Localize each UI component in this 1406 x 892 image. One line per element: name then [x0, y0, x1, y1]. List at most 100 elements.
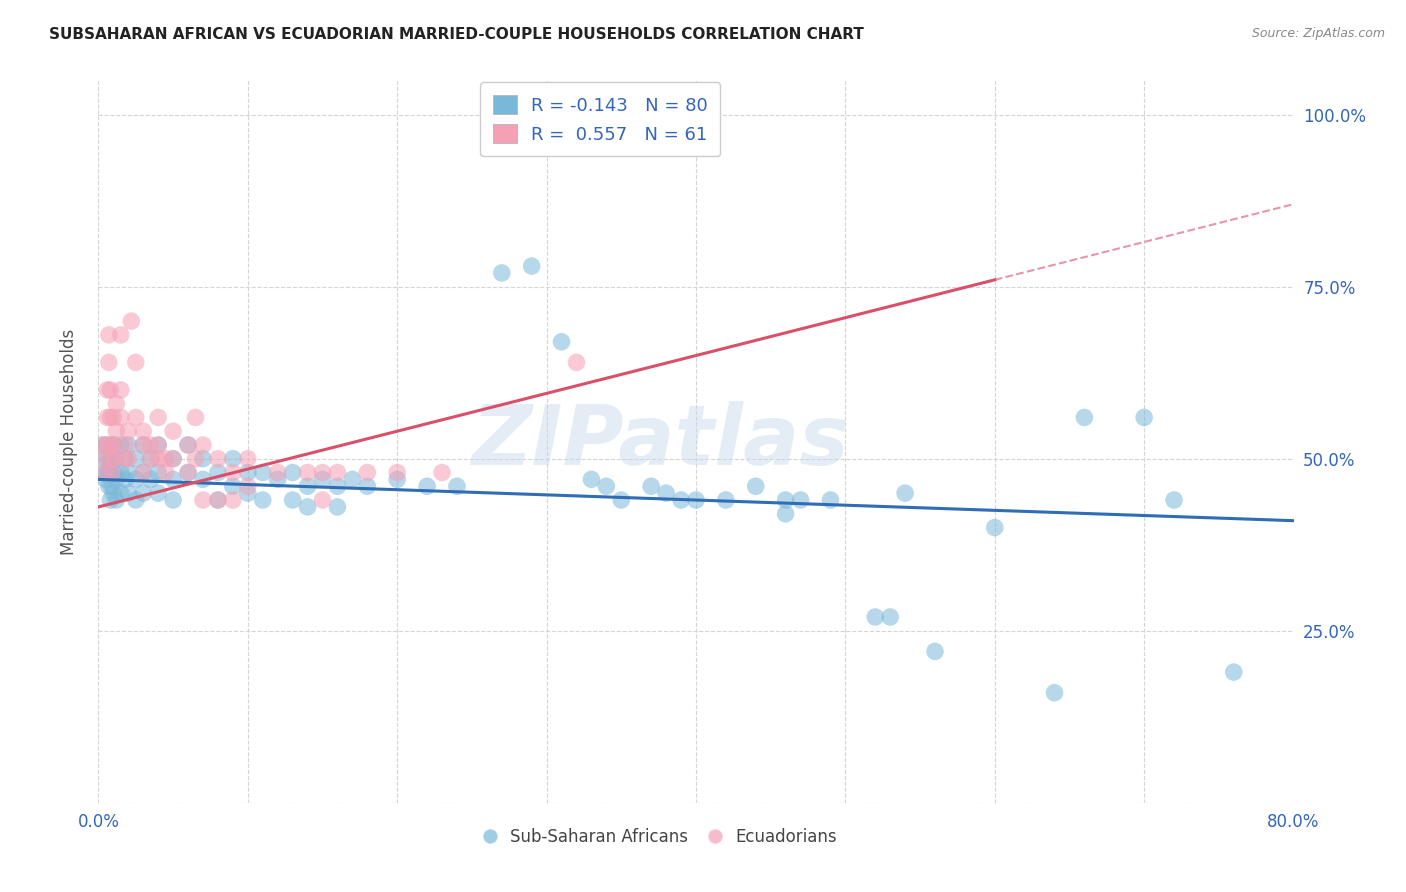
Point [110, 410, 132, 425]
Point [101, 451, 124, 466]
Point [222, 479, 245, 493]
Point [114, 472, 136, 486]
Point [120, 314, 142, 328]
Point [236, 486, 259, 500]
Point [595, 479, 617, 493]
Point [101, 466, 124, 480]
Point [114, 451, 136, 466]
Point [207, 466, 229, 480]
Point [326, 500, 349, 514]
Point [155, 451, 177, 466]
Point [184, 410, 207, 425]
Point [865, 610, 887, 624]
Point [311, 493, 333, 508]
Point [520, 259, 543, 273]
Text: Source: ZipAtlas.com: Source: ZipAtlas.com [1251, 27, 1385, 40]
Point [879, 610, 901, 624]
Point [96, 438, 118, 452]
Point [640, 479, 662, 493]
Text: SUBSAHARAN AFRICAN VS ECUADORIAN MARRIED-COUPLE HOUSEHOLDS CORRELATION CHART: SUBSAHARAN AFRICAN VS ECUADORIAN MARRIED… [49, 27, 865, 42]
Point [117, 451, 139, 466]
Point [93, 451, 115, 466]
Point [789, 493, 811, 508]
Point [103, 451, 125, 466]
Point [820, 493, 842, 508]
Point [236, 479, 259, 493]
Point [281, 493, 304, 508]
Point [96, 438, 118, 452]
Point [565, 355, 588, 369]
Point [98, 410, 122, 425]
Point [162, 451, 184, 466]
Point [91, 438, 114, 452]
Point [297, 466, 319, 480]
Point [132, 438, 155, 452]
Point [669, 493, 692, 508]
Point [103, 410, 125, 425]
Point [385, 472, 409, 486]
Point [491, 266, 513, 280]
Point [236, 451, 259, 466]
Point [326, 479, 349, 493]
Point [714, 493, 737, 508]
Point [110, 383, 132, 397]
Point [139, 472, 162, 486]
Point [356, 466, 378, 480]
Point [148, 410, 170, 425]
Point [162, 424, 184, 438]
Point [103, 438, 125, 452]
Point [385, 466, 409, 480]
Point [894, 486, 917, 500]
Point [117, 438, 139, 452]
Point [94, 472, 117, 486]
Point [430, 466, 453, 480]
Point [191, 451, 214, 466]
Point [311, 466, 333, 480]
Point [132, 466, 155, 480]
Point [148, 438, 170, 452]
Point [267, 472, 290, 486]
Point [93, 466, 115, 480]
Point [655, 486, 678, 500]
Point [1073, 410, 1095, 425]
Point [110, 466, 132, 480]
Point [117, 424, 139, 438]
Point [745, 479, 768, 493]
Point [103, 486, 125, 500]
Point [97, 451, 120, 466]
Point [101, 438, 124, 452]
Point [132, 424, 155, 438]
Point [105, 493, 128, 508]
Point [105, 451, 128, 466]
Point [162, 451, 184, 466]
Legend: Sub-Saharan Africans, Ecuadorians: Sub-Saharan Africans, Ecuadorians [477, 821, 844, 852]
Point [97, 479, 120, 493]
Point [342, 472, 364, 486]
Point [252, 493, 274, 508]
Point [96, 466, 118, 480]
Point [96, 383, 118, 397]
Point [191, 438, 214, 452]
Point [125, 472, 148, 486]
Point [191, 493, 214, 508]
Point [685, 493, 707, 508]
Point [177, 466, 200, 480]
Point [101, 451, 124, 466]
Point [148, 438, 170, 452]
Point [610, 493, 633, 508]
Point [356, 479, 378, 493]
Point [775, 507, 797, 521]
Point [98, 383, 122, 397]
Point [98, 466, 122, 480]
Point [1163, 493, 1185, 508]
Point [1133, 410, 1156, 425]
Point [446, 479, 468, 493]
Point [924, 644, 946, 658]
Point [162, 472, 184, 486]
Point [139, 451, 162, 466]
Point [103, 466, 125, 480]
Point [105, 424, 128, 438]
Point [207, 493, 229, 508]
Point [236, 466, 259, 480]
Point [125, 451, 148, 466]
